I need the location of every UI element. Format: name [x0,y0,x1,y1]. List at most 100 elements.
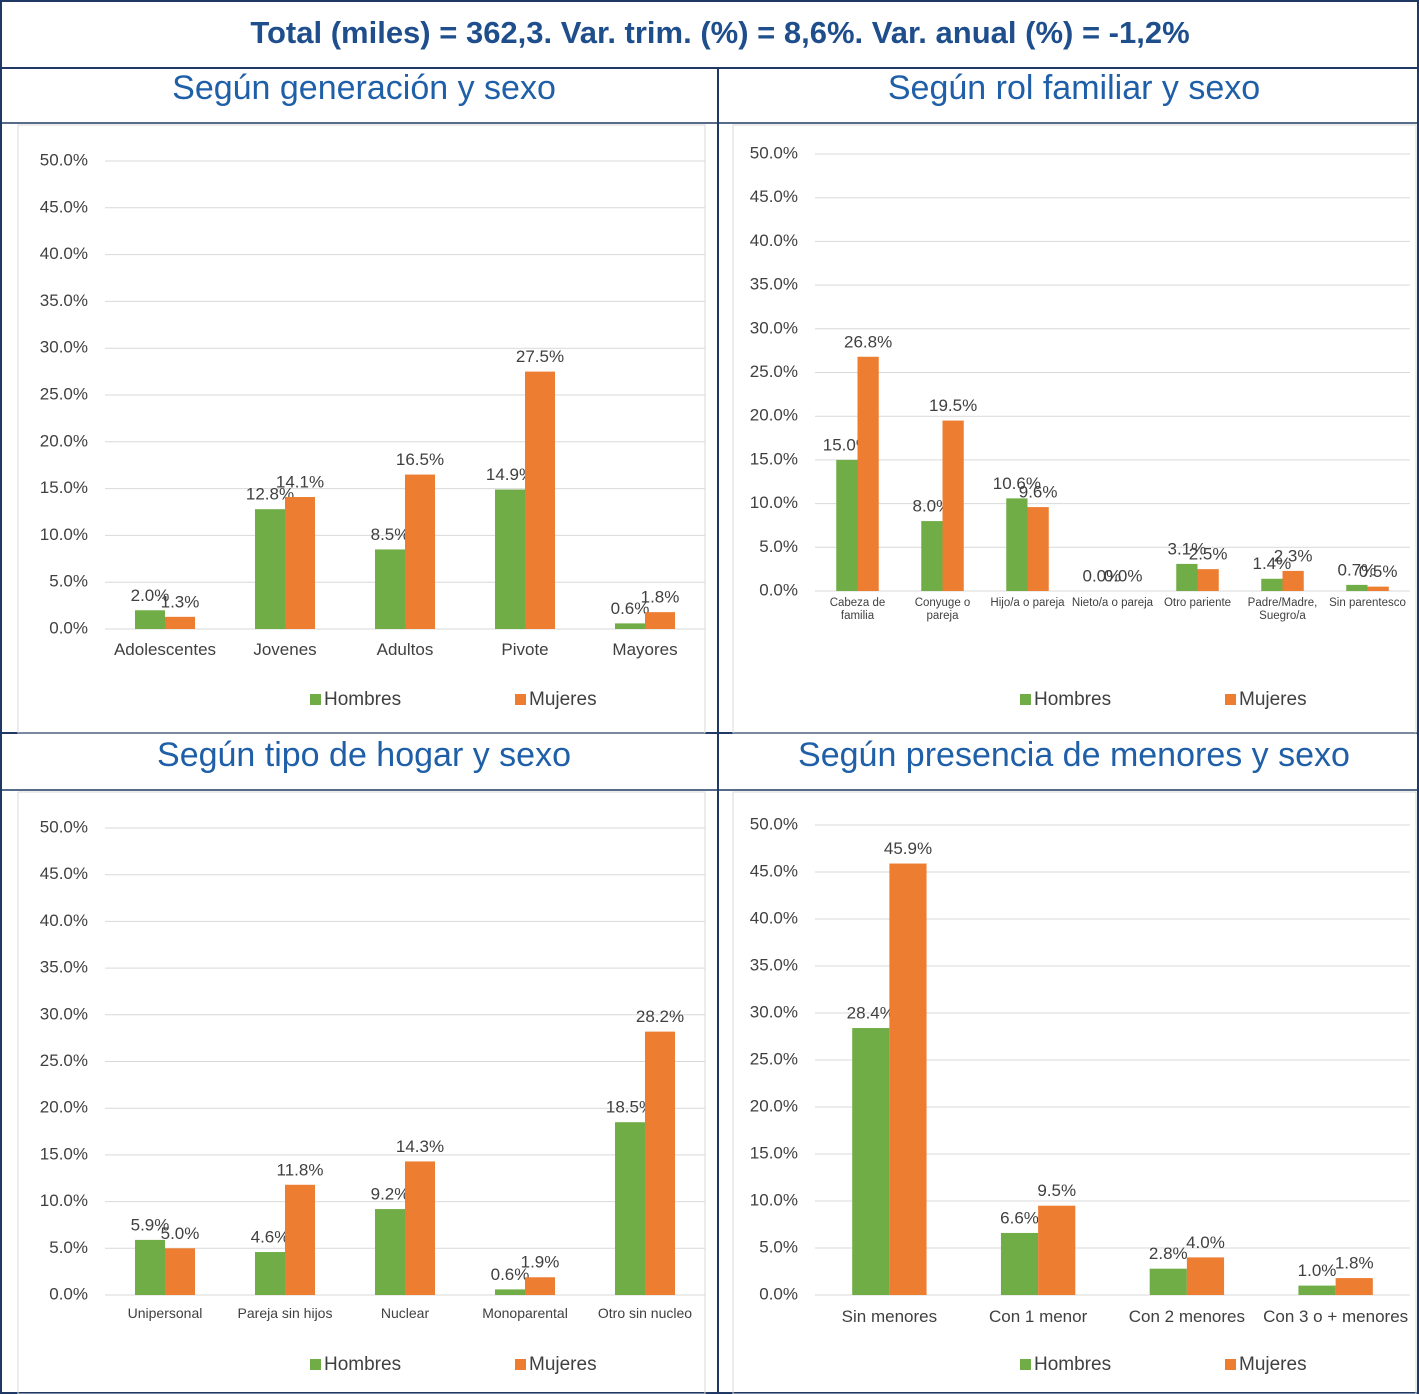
bar [1027,507,1049,591]
x-tick-label: Otro sin nucleo [597,1305,693,1321]
x-tick-label-box: Unipersonal [128,1305,203,1321]
bar [1006,498,1028,591]
y-tick-label: 0.0% [49,618,88,637]
y-tick-label: 0.0% [49,1284,88,1303]
bar [1197,569,1219,591]
bar [889,863,927,1295]
data-label: 45.9% [884,839,932,858]
x-tick-label: Con 2 menores [1128,1307,1245,1326]
legend-label: Hombres [1034,1354,1111,1375]
bar [921,521,943,591]
y-tick-label: 20.0% [40,431,88,450]
data-label: 11.8% [277,1160,324,1179]
bar [495,1289,525,1295]
bar [1038,1205,1076,1295]
data-label: 16.5% [396,450,444,469]
data-label: 27.5% [516,347,564,366]
x-tick-label: Cabeza de familia [829,597,886,623]
y-tick-label: 15.0% [750,449,798,468]
y-tick-label: 15.0% [40,478,88,497]
bar [1261,578,1283,591]
data-label: 1.9% [521,1253,560,1272]
x-tick-label-box: Hijo/a o pareja [990,597,1064,609]
data-label: 19.5% [929,396,977,415]
data-label: 9.5% [1037,1181,1076,1200]
x-tick-label-box: Jovenes [253,640,316,659]
data-label: 4.0% [1186,1233,1225,1252]
y-tick-label: 20.0% [750,406,798,425]
x-tick-label-box: Con 1 menor [988,1307,1088,1326]
data-label: 2.5% [1189,545,1228,564]
data-label: 6.6% [1000,1208,1039,1227]
bar [645,612,675,629]
legend-swatch [1225,1359,1236,1370]
bar [1149,1268,1187,1295]
y-tick-label: 50.0% [40,150,88,169]
legend-swatch [1225,694,1236,705]
x-tick-label-box: Mayores [612,640,677,659]
y-tick-label: 40.0% [750,908,798,927]
y-tick-label: 10.0% [750,493,798,512]
x-tick-label: Sin menores [841,1307,938,1326]
y-tick-label: 30.0% [40,338,88,357]
bar [942,420,964,591]
legend-swatch [1020,694,1031,705]
x-tick-label: Con 1 menor [988,1307,1088,1326]
data-label: 10.6% [993,474,1041,493]
y-tick-label: 50.0% [40,817,88,836]
y-tick-label: 15.0% [40,1144,88,1163]
y-tick-label: 50.0% [750,814,798,833]
bar [495,489,525,629]
y-tick-label: 25.0% [40,1051,88,1070]
y-tick-label: 10.0% [750,1190,798,1209]
y-tick-label: 35.0% [40,291,88,310]
data-label: 14.9% [486,465,534,484]
x-tick-label-box: Adultos [376,640,434,659]
y-tick-label: 35.0% [40,958,88,977]
legend-swatch [515,694,526,705]
chart-title: Según tipo de hogar y sexo [157,736,571,774]
data-label: 8.0% [913,497,952,516]
y-tick-label: 15.0% [750,1143,798,1162]
x-tick-label: Con 3 o + menores [1263,1307,1409,1326]
y-tick-label: 0.0% [759,1284,798,1303]
bar [1298,1285,1336,1295]
legend-label: Hombres [324,1354,401,1375]
chart-title: Según generación y sexo [172,69,556,107]
data-label: 0.7% [1338,560,1377,579]
data-label: 28.4% [847,1004,895,1023]
x-tick-label: Conyuge o pareja [914,597,971,623]
y-tick-label: 40.0% [40,244,88,263]
x-tick-label-box: Otro sin nucleo [597,1305,693,1321]
x-tick-label: Adultos [376,640,434,659]
data-label: 0.0% [1083,566,1122,585]
legend-swatch [310,1359,321,1370]
x-tick-label: Sin parentesco [1329,597,1406,609]
bar [405,474,435,629]
y-tick-label: 50.0% [750,143,798,162]
legend-swatch [310,694,321,705]
x-tick-label-box: Sin parentesco [1329,597,1406,609]
legend-label: Mujeres [529,1354,597,1375]
data-label: 12.8% [246,485,294,504]
y-tick-label: 25.0% [40,384,88,403]
legend-label: Hombres [1034,689,1111,710]
data-label: 1.8% [1335,1254,1374,1273]
data-label: 9.2% [371,1185,410,1204]
bar [525,1277,555,1295]
y-tick-label: 35.0% [750,955,798,974]
bar [645,1031,675,1295]
data-label: 5.0% [161,1224,200,1243]
x-tick-label-box: Adolescentes [114,640,216,659]
bar [1186,1257,1225,1295]
bar [165,1248,195,1295]
data-label: 1.8% [641,588,680,607]
data-label: 8.5% [371,525,410,544]
x-tick-label: Pivote [501,640,549,659]
bar [615,1122,645,1295]
bar [375,549,405,629]
data-label: 4.6% [251,1228,290,1247]
bar [135,610,165,629]
